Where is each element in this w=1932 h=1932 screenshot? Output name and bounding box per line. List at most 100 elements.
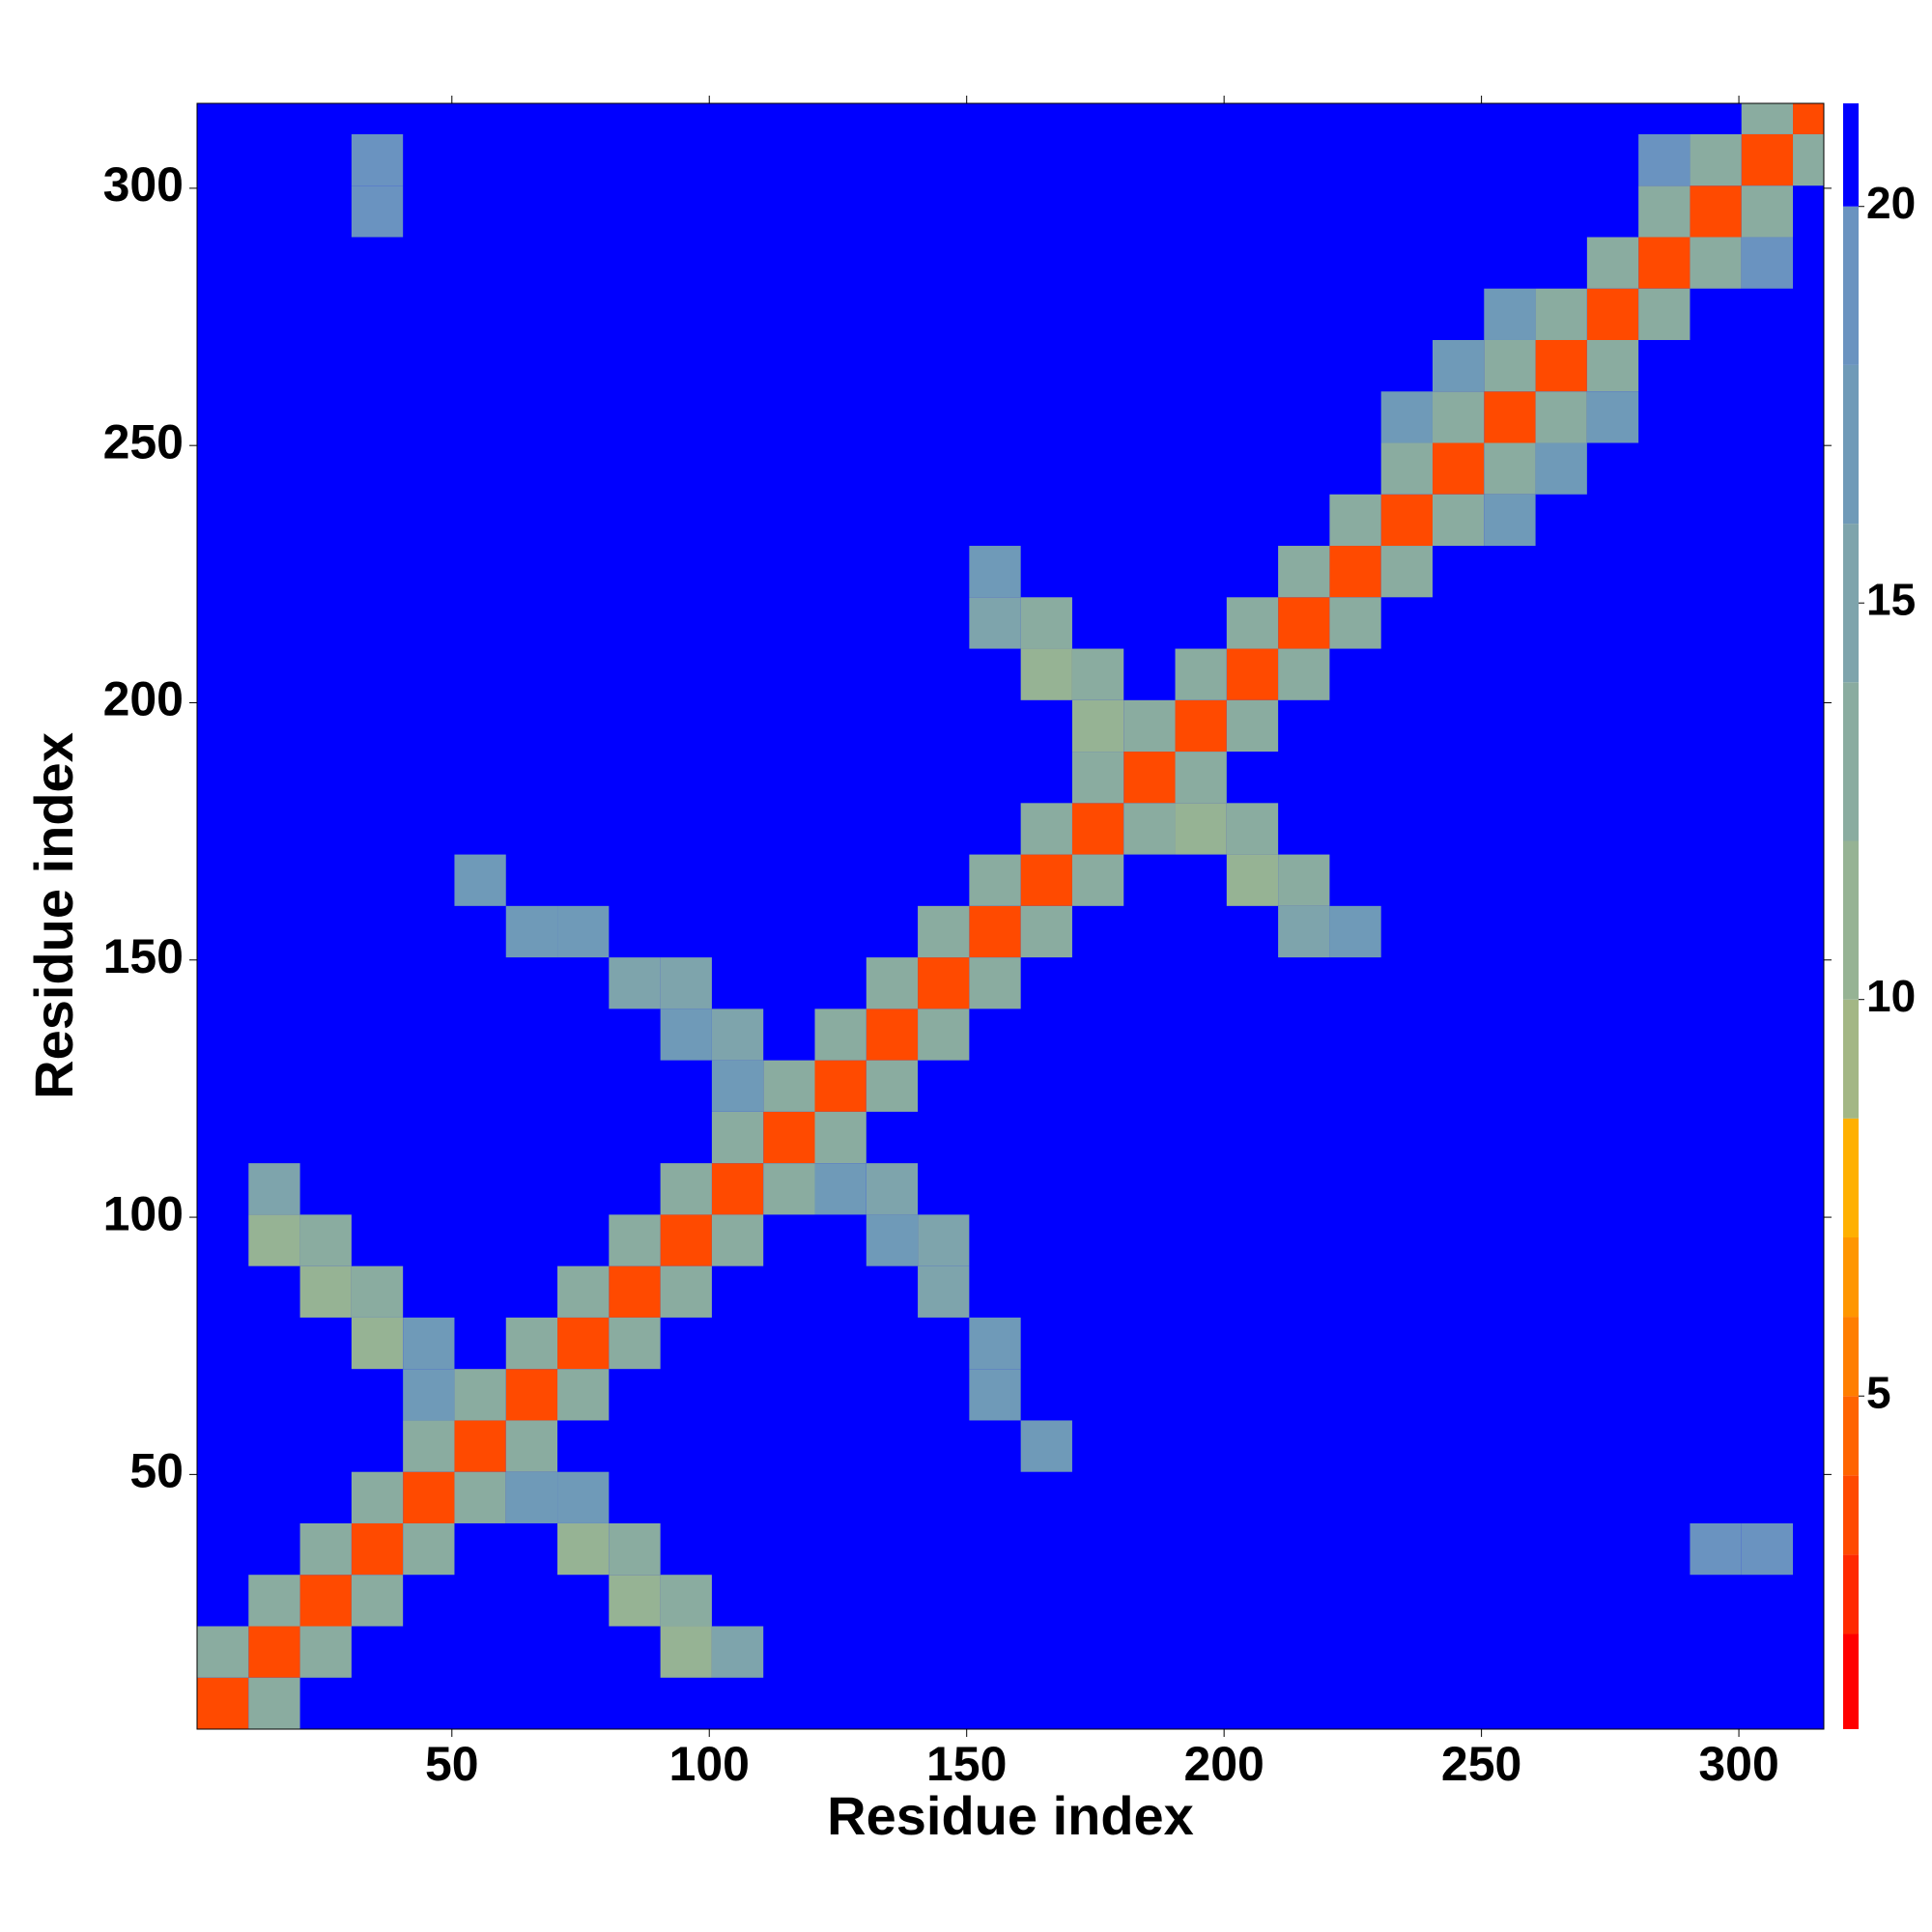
heatmap-cell [660,1265,712,1318]
heatmap-cell [969,597,1021,649]
heatmap-cell [454,1369,506,1421]
colorbar-segment [1843,840,1859,1000]
heatmap-cell [351,1265,404,1318]
heatmap-cell [351,1575,404,1627]
heatmap-cell [918,1214,970,1266]
heatmap-cell [1071,699,1124,753]
heatmap-cell [1638,237,1690,289]
colorbar-segment [1843,524,1859,683]
heatmap-cell [351,1317,404,1370]
colorbar-tick-label: 15 [1866,574,1916,624]
heatmap-cell [557,1369,610,1421]
heatmap-cell [1586,391,1639,443]
heatmap-cell [1690,133,1742,186]
heatmap-cell [1741,133,1794,186]
heatmap-cell [248,1677,300,1729]
heatmap-cell [557,1265,610,1318]
heatmap-cell [1586,339,1639,392]
x-tick-label: 50 [425,1737,479,1791]
heatmap-cell [1638,185,1690,238]
heatmap-cell [609,957,661,1009]
heatmap-cell [1226,597,1279,649]
colorbar-segment [1843,364,1859,525]
heatmap-cell [403,1471,455,1523]
heatmap-cell [403,1420,455,1472]
heatmap-cell [660,1214,712,1266]
heatmap-cell [454,1471,506,1523]
heatmap-cell [197,1626,249,1678]
heatmap-cell [1071,803,1124,855]
heatmap-cell [299,1214,352,1266]
x-tick-label: 250 [1441,1737,1521,1791]
y-tick-label: 100 [103,1186,184,1240]
heatmap-cell [609,1265,661,1318]
heatmap-cell [609,1214,661,1266]
heatmap-cell [866,1009,919,1061]
heatmap-cell [1175,648,1227,700]
heatmap-cell [866,1163,919,1215]
y-tick-label: 150 [103,929,184,983]
x-axis-label: Residue index [827,1785,1194,1846]
heatmap-cell [609,1317,661,1370]
heatmap-cell [918,1265,970,1318]
heatmap-cell [1226,648,1279,700]
heatmap-cell [866,1060,919,1112]
heatmap-cell [1020,597,1072,649]
heatmap-cell [351,1522,404,1576]
heatmap-cell [609,1575,661,1627]
heatmap-cell [299,1522,352,1576]
heatmap-cell [969,1369,1021,1421]
heatmap-cell [557,1522,610,1576]
colorbar-segment [1843,999,1859,1119]
heatmap-cell [1535,339,1587,392]
heatmap-cell [351,1471,404,1523]
x-tick-label: 200 [1183,1737,1264,1791]
heatmap-cell [1586,237,1639,289]
colorbar-segment [1843,1396,1859,1476]
heatmap-cell [1586,288,1639,340]
heatmap-cell [1638,288,1690,340]
heatmap-cell [1175,752,1227,804]
heatmap-cell [299,1575,352,1627]
heatmap-cell [505,1369,558,1421]
heatmap-cell [1535,442,1587,495]
heatmap-cell [351,133,404,186]
y-axis-label: Residue index [23,732,84,1099]
heatmap-cell [609,1522,661,1576]
heatmap-cell [1793,133,1824,186]
heatmap-cell [403,1317,455,1370]
heatmap-cell [1380,442,1433,495]
colorbar-segment [1843,1317,1859,1397]
heatmap-cell [918,957,970,1009]
heatmap-cell [1741,1522,1794,1576]
heatmap-cell [1484,442,1536,495]
heatmap-cell [1123,699,1176,753]
heatmap-cell [1278,905,1330,958]
heatmap-cell [1484,288,1536,340]
heatmap-cell [814,1060,867,1112]
heatmap-cell [1329,494,1381,547]
heatmap-cell [1020,905,1072,958]
heatmap-cell [557,1471,610,1523]
heatmap-cell [248,1575,300,1627]
heatmap-cell [299,1265,352,1318]
heatmap-cell [1020,803,1072,855]
heatmap-cell [1329,905,1381,958]
heatmap-cell [1690,1522,1742,1576]
heatmap-cell [814,1163,867,1215]
heatmap-cell [1484,339,1536,392]
heatmap-cell [351,185,404,238]
heatmap-cell [1020,648,1072,700]
heatmap-cell [505,1471,558,1523]
heatmap-cell [403,1369,455,1421]
y-tick-label: 300 [103,157,184,212]
heatmap-cell [1380,546,1433,598]
heatmap-cell [1380,494,1433,547]
heatmap-cell [660,1575,712,1627]
heatmap-cell [1484,494,1536,547]
heatmap-cell [1741,185,1794,238]
heatmap [197,103,1824,1729]
heatmap-cell [1432,442,1485,495]
heatmap-cell [1020,1420,1072,1472]
